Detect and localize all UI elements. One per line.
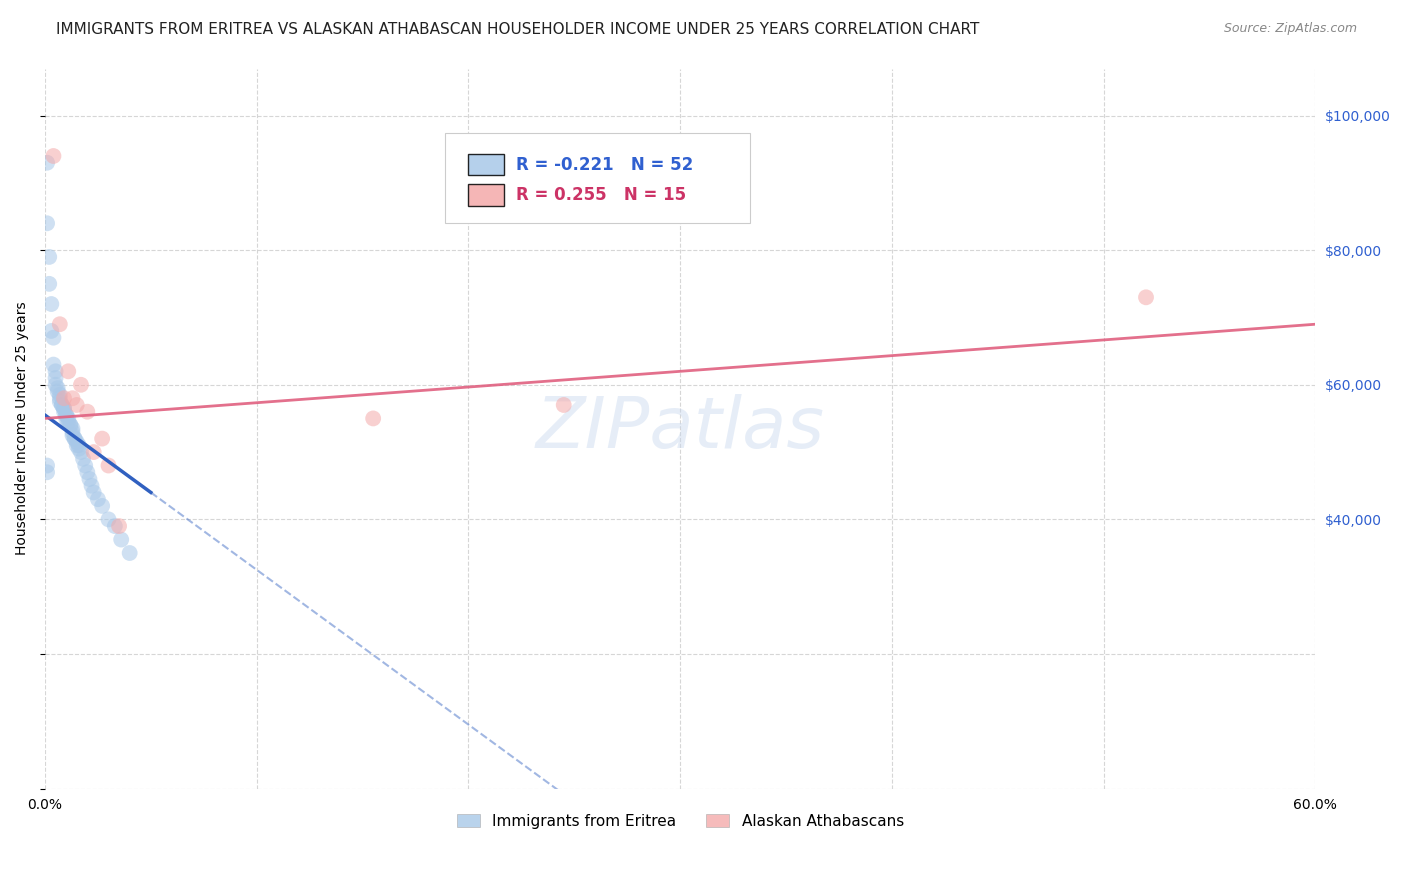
Text: Source: ZipAtlas.com: Source: ZipAtlas.com (1223, 22, 1357, 36)
Point (35, 458, 58, 473)
Point (55, 408, 77, 422)
Point (1135, 290, 1157, 304)
Point (42, 358, 65, 372)
Point (91, 432, 114, 446)
Text: R = 0.255   N = 15: R = 0.255 N = 15 (516, 186, 686, 204)
Point (55, 408, 77, 422)
Point (63, 432, 86, 446)
Point (58, 364, 80, 378)
Point (51, 398, 73, 412)
Point (110, 533, 132, 547)
Point (118, 546, 141, 560)
Point (51, 398, 73, 412)
Point (76, 405, 98, 419)
Text: ZIPatlas: ZIPatlas (536, 394, 825, 463)
Point (45, 371, 67, 385)
Legend: Immigrants from Eritrea, Alaskan Athabascans: Immigrants from Eritrea, Alaskan Athabas… (450, 807, 910, 835)
Point (76, 465, 98, 479)
Point (83, 485, 105, 500)
Point (49, 391, 72, 405)
Text: IMMIGRANTS FROM ERITREA VS ALASKAN ATHABASCAN HOUSEHOLDER INCOME UNDER 25 YEARS : IMMIGRANTS FROM ERITREA VS ALASKAN ATHAB… (56, 22, 980, 37)
Point (72, 451, 94, 466)
Point (62, 428, 84, 442)
Point (41, 324, 63, 338)
Point (62, 391, 84, 405)
Point (62, 421, 84, 435)
Point (35, 216, 58, 230)
Point (42, 331, 65, 345)
Point (53, 401, 76, 416)
Point (66, 438, 89, 452)
Point (46, 381, 69, 395)
FancyBboxPatch shape (468, 154, 503, 176)
Point (45, 377, 67, 392)
Point (55, 411, 77, 425)
Point (80, 479, 103, 493)
Point (45, 364, 67, 378)
Point (70, 377, 93, 392)
Point (62, 425, 84, 439)
Point (553, 398, 575, 412)
Point (87, 492, 110, 507)
Point (58, 415, 80, 429)
FancyBboxPatch shape (446, 133, 749, 223)
Point (58, 411, 80, 425)
Point (67, 438, 90, 452)
Point (38, 277, 60, 291)
Point (59, 418, 82, 433)
Point (63, 432, 86, 446)
Point (35, 155, 58, 169)
FancyBboxPatch shape (468, 185, 503, 205)
Point (66, 398, 89, 412)
Point (42, 149, 65, 163)
Point (361, 411, 384, 425)
Point (91, 499, 114, 513)
Point (53, 405, 76, 419)
Point (66, 434, 89, 449)
Point (97, 512, 120, 526)
Point (49, 388, 72, 402)
Point (75, 458, 97, 473)
Point (70, 445, 93, 459)
Point (104, 519, 127, 533)
Point (108, 519, 131, 533)
Point (41, 297, 63, 311)
Point (49, 317, 72, 331)
Y-axis label: Householder Income Under 25 years: Householder Income Under 25 years (15, 301, 30, 556)
Point (79, 472, 101, 486)
Point (67, 442, 90, 456)
Point (46, 384, 69, 399)
Point (53, 391, 76, 405)
Point (35, 465, 58, 479)
Point (49, 394, 72, 409)
Point (97, 458, 120, 473)
Point (53, 401, 76, 416)
Point (59, 418, 82, 433)
Point (83, 445, 105, 459)
Text: R = -0.221   N = 52: R = -0.221 N = 52 (516, 156, 693, 174)
Point (38, 250, 60, 264)
